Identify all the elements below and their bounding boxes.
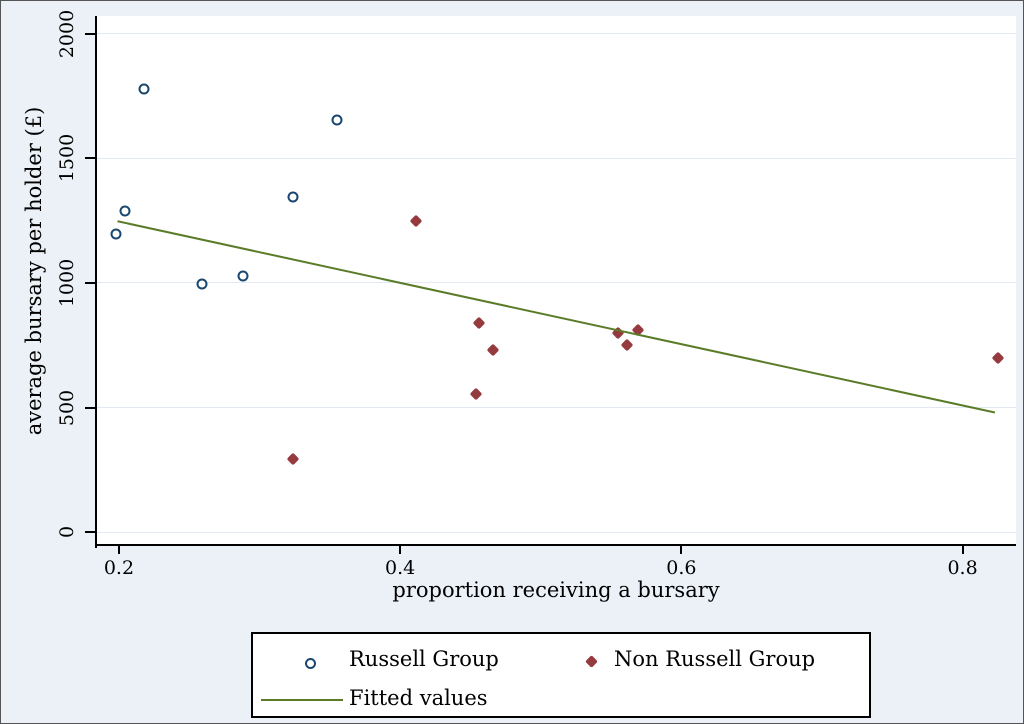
y-tick-label-1000: 1000 [56,258,78,308]
x-tick-0.2 [117,546,120,554]
legend-hollow-circle-icon [305,658,316,669]
y-axis-line [95,16,97,548]
legend-box: Russell Group Non Russell Group Fitted v… [251,632,871,718]
legend-label-non-russell-group: Non Russell Group [614,647,816,671]
gridline-y-1500 [97,157,1016,159]
data-point-russell-group [237,270,249,282]
x-tick-0.4 [399,546,402,554]
x-tick-0.6 [680,546,683,554]
data-point-russell-group [331,114,343,126]
x-tick-label-0.8: 0.8 [947,557,978,579]
y-tick-label-0: 0 [56,526,78,539]
plot-area [97,16,1016,546]
fitted-line [117,220,996,414]
gridline-y-1000 [97,282,1016,284]
legend-fitted-line-icon [261,699,343,701]
y-tick-label-2000: 2000 [56,9,78,59]
y-tick-500 [85,406,95,409]
gridline-y-2000 [97,33,1016,35]
x-tick-label-0.2: 0.2 [103,557,135,579]
y-tick-1000 [85,281,95,284]
y-axis-title: average bursary per holder (£) [22,106,46,436]
x-axis-title: proportion receiving a bursary [392,578,720,602]
x-tick-label-0.4: 0.4 [385,557,416,579]
data-point-russell-group [287,191,299,203]
legend-label-russell-group: Russell Group [349,647,499,671]
y-tick-label-500: 500 [56,389,78,426]
y-tick-2000 [85,32,95,35]
legend-label-fitted-values: Fitted values [349,686,488,710]
x-axis-line [95,544,1016,546]
legend-filled-diamond-icon [585,655,598,668]
data-point-russell-group [119,205,131,217]
data-point-russell-group [196,278,208,290]
y-tick-1500 [85,157,95,160]
x-tick-0.8 [961,546,964,554]
gridline-y-0 [97,531,1016,533]
data-point-russell-group [110,228,122,240]
x-tick-label-0.6: 0.6 [666,557,697,579]
gridline-y-500 [97,407,1016,409]
data-point-russell-group [138,83,150,95]
y-tick-label-1500: 1500 [56,134,78,183]
y-tick-0 [85,531,95,534]
